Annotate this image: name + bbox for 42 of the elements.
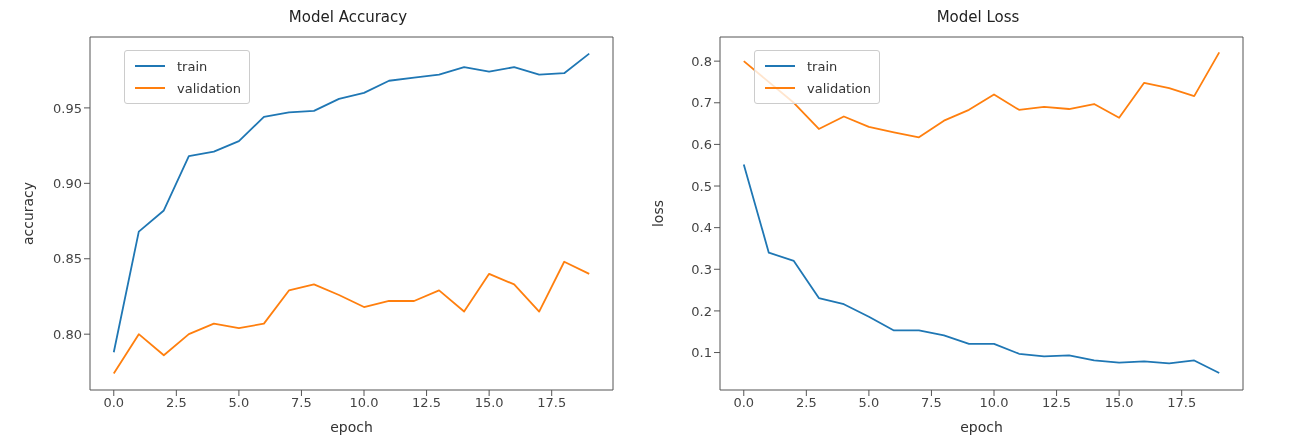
x-tick-label: 15.0 — [474, 395, 504, 411]
y-tick-label: 0.1 — [691, 345, 712, 361]
y-tick-label: 0.80 — [53, 326, 82, 342]
line-series — [112, 260, 591, 375]
x-tick-label: 7.5 — [921, 395, 942, 411]
legend-label: validation — [807, 80, 872, 96]
y-tick-label: 0.8 — [691, 53, 712, 69]
x-tick-label: 12.5 — [1042, 395, 1072, 411]
x-tick-label: 10.0 — [349, 395, 379, 411]
y-tick-label: 0.4 — [691, 220, 712, 236]
y-tick-label: 0.2 — [691, 303, 712, 319]
chart-title: Model Accuracy — [287, 8, 409, 28]
line-series — [742, 51, 1221, 139]
y-tick-label: 0.5 — [691, 178, 712, 194]
y-tick-label: 0.3 — [691, 261, 712, 277]
x-tick-label: 0.0 — [103, 395, 125, 411]
x-tick-label: 7.5 — [291, 395, 312, 411]
x-axis-title: epoch — [960, 419, 1003, 435]
y-axis-title: accuracy — [19, 181, 36, 246]
x-tick-label: 10.0 — [979, 395, 1009, 411]
x-tick-label: 12.5 — [412, 395, 442, 411]
y-tick-label: 0.90 — [53, 175, 82, 191]
x-tick-label: 5.0 — [228, 395, 250, 411]
legend-label: train — [177, 58, 208, 74]
chart-title: Model Loss — [935, 8, 1021, 28]
line-series — [112, 52, 591, 354]
x-tick-label: 15.0 — [1104, 395, 1134, 411]
y-tick-label: 0.6 — [691, 137, 712, 153]
x-axis-title: epoch — [330, 419, 373, 435]
x-tick-label: 2.5 — [795, 395, 817, 411]
y-tick-label: 0.95 — [53, 100, 82, 116]
x-tick-label: 5.0 — [858, 395, 880, 411]
x-tick-label: 17.5 — [537, 395, 567, 411]
y-tick-label: 0.7 — [691, 95, 712, 111]
legend-label: validation — [177, 80, 242, 96]
line-series — [742, 163, 1221, 374]
legend-label: train — [807, 58, 838, 74]
y-tick-label: 0.85 — [53, 251, 82, 267]
x-tick-label: 0.0 — [733, 395, 755, 411]
x-tick-label: 17.5 — [1167, 395, 1197, 411]
y-axis-title: loss — [649, 199, 666, 228]
x-tick-label: 2.5 — [165, 395, 187, 411]
